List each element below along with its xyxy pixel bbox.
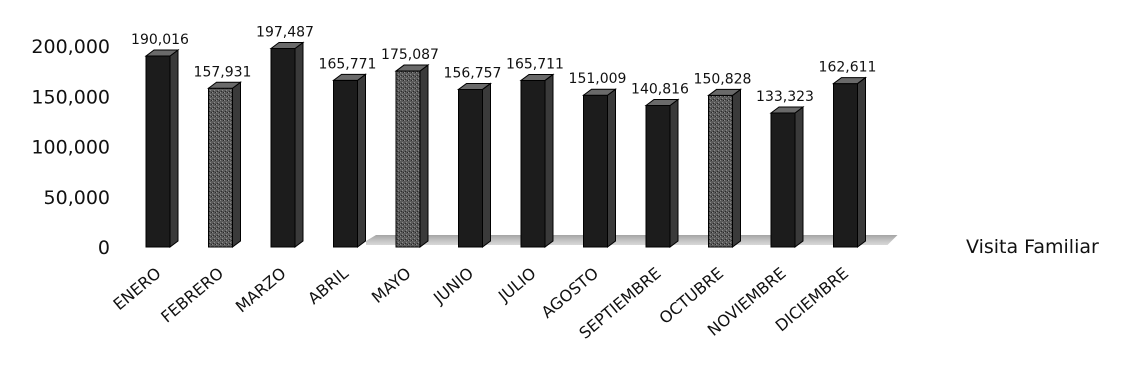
bar-top [769,106,805,114]
x-tick-label: MAYO [368,264,415,307]
data-label: 197,487 [256,25,314,41]
bar-septiembre [644,98,680,248]
x-tick-label: JUNIO [429,264,477,309]
bar-side [419,64,429,248]
bar-agosto [582,88,617,248]
data-label: 133,323 [756,89,814,105]
bar-mayo [394,64,430,248]
x-tick-label: FEBRERO [157,264,227,327]
bar-top [707,88,742,96]
bar-side [732,88,741,248]
bar-side [294,41,304,248]
bar-julio [519,73,555,248]
bar-top [269,42,305,50]
data-label: 165,711 [506,56,564,72]
series-label: Visita Familiar [966,236,1099,258]
bar-top [582,88,617,96]
bar-diciembre [832,76,867,248]
data-label: 151,009 [569,71,627,87]
bar-front [333,79,358,248]
bar-front [708,94,733,248]
data-label: 165,771 [319,56,377,72]
x-tick-label: MARZO [232,264,290,317]
bar-noviembre [769,106,805,248]
bar-side [794,106,804,248]
chart-floor [366,235,898,245]
y-tick-label: 100,000 [31,137,110,159]
bar-front [770,112,796,248]
floor-band [366,235,898,245]
bar-top [394,64,430,72]
bar-front [458,88,483,248]
y-tick-label: 150,000 [31,86,110,108]
bar-front [270,48,296,248]
bar-top [832,77,867,85]
x-tick-label: ABRIL [304,263,352,308]
bar-enero [144,49,180,248]
bar-front [583,94,608,248]
bar-abril [332,73,367,248]
y-tick-label: 0 [98,237,110,259]
bar-front [520,79,546,248]
bar-side [232,81,241,248]
bar-side [607,88,616,248]
bar-side [482,82,491,248]
bar-side [857,76,866,248]
y-tick-label: 200,000 [31,36,110,58]
bar-top [207,81,242,89]
x-tick-label: ENERO [110,264,165,314]
bar-side [357,73,366,248]
bar-junio [457,82,492,248]
y-axis: 0 50,000 100,000 150,000 200,000 [31,36,110,259]
data-label: 156,757 [444,65,502,81]
bar-top [457,82,492,90]
data-label: 162,611 [819,60,877,76]
data-label: 175,087 [381,47,439,63]
bar-front [645,104,671,248]
bar-octubre [707,88,742,248]
bar-front [145,55,171,248]
bar-top [519,73,555,81]
bars [144,41,867,248]
bar-febrero [207,81,242,248]
data-label: 150,828 [694,71,752,87]
data-label: 190,016 [131,32,189,48]
x-tick-label: JULIO [494,264,540,307]
bar-side [544,73,554,248]
data-label: 140,816 [631,81,689,97]
bar-front [395,70,421,248]
bar-front [833,83,858,248]
bar-side [169,49,179,248]
bar-front [208,87,233,248]
bar-top [332,73,367,81]
bar-top [144,49,180,57]
y-tick-label: 50,000 [44,187,110,209]
data-label: 157,931 [194,64,252,80]
bar-side [669,98,679,248]
bar-marzo [269,41,305,248]
bar-top [644,98,680,106]
